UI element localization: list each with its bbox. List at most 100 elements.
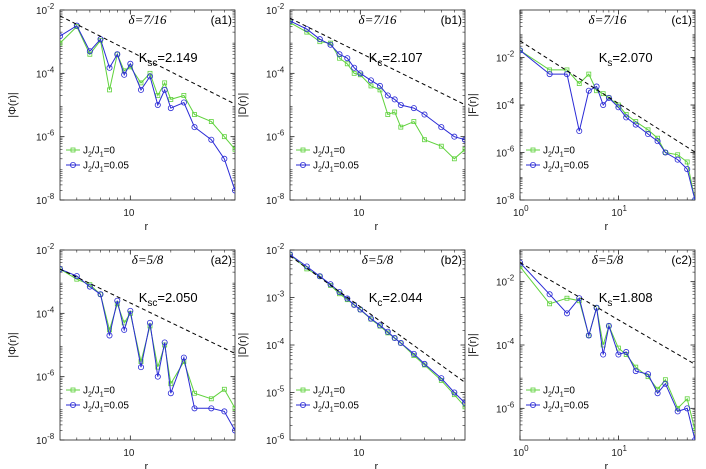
data-point <box>316 273 323 280</box>
panel-b1: 10-8 10-6 10-4 10-2 10 r |D(r)| δ=7/16 (b1) Kc=2.… <box>237 2 466 233</box>
y-tick-label: 10-8 <box>36 192 55 207</box>
legend-marker <box>70 387 76 393</box>
data-point <box>398 340 404 346</box>
data-point <box>462 136 465 143</box>
data-point <box>377 87 383 93</box>
data-point <box>221 155 228 162</box>
x-tick-label: 10 <box>353 448 365 459</box>
y-tick-label: 10-4 <box>266 337 285 352</box>
x-tick-label: 10 <box>353 208 365 219</box>
panel-b2: 10-6 10-5 10-4 10-3 10-2 10 r |D(r)| δ=5/8 (b2) Kc… <box>237 242 466 469</box>
legend-marker <box>530 161 537 168</box>
y-axis-label: |F(r)| <box>467 333 479 356</box>
data-point <box>600 351 607 358</box>
data-point <box>290 17 293 24</box>
data-point <box>684 396 690 402</box>
plot-area <box>520 259 695 440</box>
data-point <box>564 67 570 73</box>
data-point <box>623 349 630 356</box>
data-point <box>384 328 391 335</box>
data-point <box>376 82 383 89</box>
data-point <box>451 389 458 396</box>
data-point <box>600 91 606 97</box>
panel-title: δ=7/16 <box>129 12 167 27</box>
data-point <box>585 332 592 339</box>
panel-a1: 10-8 10-6 10-4 10-2 10 r |Φ(r)| δ=7/16 (a1) Ksc=2… <box>7 2 236 233</box>
data-point <box>60 266 63 273</box>
data-point <box>520 264 523 269</box>
data-point <box>127 307 134 314</box>
axes-frame <box>519 249 696 441</box>
data-point <box>684 166 691 173</box>
data-point <box>398 124 404 130</box>
data-point <box>632 368 639 375</box>
data-point <box>114 51 120 57</box>
data-point <box>147 70 153 76</box>
data-point <box>615 104 622 111</box>
data-point <box>576 128 583 135</box>
data-point <box>232 187 235 194</box>
k-annotation: Kc=2.044 <box>369 290 423 309</box>
data-point <box>674 156 681 163</box>
y-axis-label: |Φ(r)| <box>7 92 19 117</box>
y-tick-label: 10-3 <box>266 290 285 305</box>
data-point <box>576 81 582 86</box>
panel-title: δ=5/8 <box>132 252 164 267</box>
y-axis-label: |Φ(r)| <box>7 332 19 357</box>
data-point <box>662 150 668 155</box>
legend-marker <box>299 401 306 408</box>
data-point <box>632 121 639 128</box>
data-point <box>692 197 695 200</box>
data-point <box>451 133 458 140</box>
plot-area <box>60 266 235 434</box>
data-point <box>392 335 398 341</box>
data-point <box>168 381 174 387</box>
data-point <box>351 70 357 76</box>
data-point <box>438 124 445 131</box>
legend-label: J2/J1=0.05 <box>83 401 129 414</box>
data-point <box>121 71 128 78</box>
data-point <box>367 77 374 84</box>
legend-marker <box>300 387 306 393</box>
x-tick-label: 10 <box>123 208 135 219</box>
panel-title: δ=5/8 <box>362 252 394 267</box>
data-point <box>180 354 187 361</box>
data-point <box>290 252 293 258</box>
data-point <box>232 427 235 434</box>
series-line <box>520 266 695 431</box>
panel-label: (a1) <box>211 13 232 27</box>
y-tick-label: 10-8 <box>36 432 55 447</box>
fit-line <box>60 268 235 354</box>
legend-label: J2/J1=0.05 <box>313 401 359 414</box>
data-point <box>154 102 161 109</box>
data-point <box>684 159 690 165</box>
y-tick-label: 10-6 <box>36 129 55 144</box>
data-point <box>221 134 227 140</box>
data-point <box>397 102 404 109</box>
data-point <box>232 405 235 411</box>
legend-marker <box>70 161 77 168</box>
data-point <box>520 259 523 266</box>
data-point <box>127 60 134 67</box>
data-point <box>586 71 592 77</box>
data-point <box>462 146 465 152</box>
panel-title: δ=5/8 <box>592 252 624 267</box>
legend-label: J2/J1=0 <box>543 146 575 159</box>
data-point <box>304 29 310 35</box>
data-point <box>422 137 427 143</box>
data-point <box>615 351 622 358</box>
data-point <box>654 390 661 397</box>
x-tick-label: 100 <box>513 204 529 219</box>
plot-area <box>290 251 465 410</box>
data-point <box>662 380 669 387</box>
series-line <box>520 50 695 200</box>
data-point <box>155 93 161 98</box>
series-line <box>520 262 695 440</box>
legend-label: J2/J1=0 <box>313 386 345 399</box>
legend-marker <box>530 147 536 153</box>
axes-frame <box>289 249 466 441</box>
data-point <box>391 96 398 103</box>
data-point <box>232 146 235 152</box>
data-point <box>208 119 214 124</box>
panel-label: (b1) <box>441 13 462 27</box>
